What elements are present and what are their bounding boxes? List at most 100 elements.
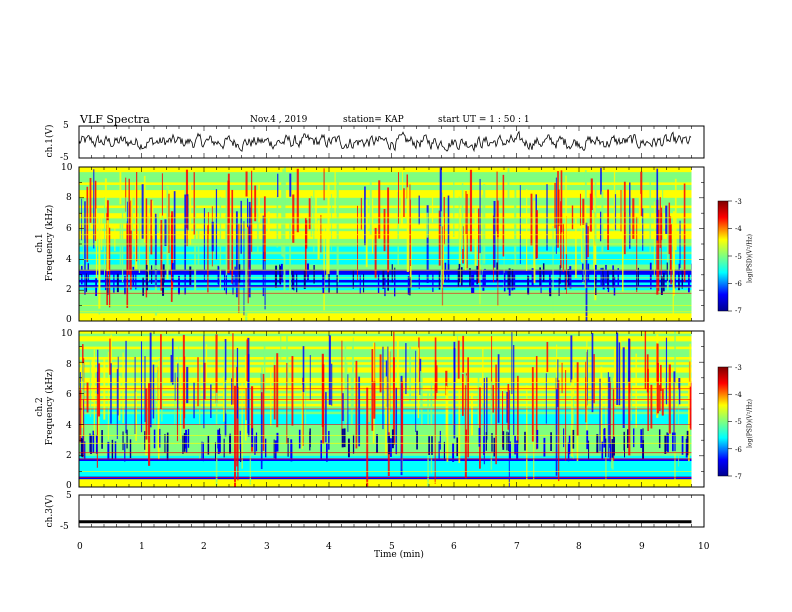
cb1-tick-m4: -4 xyxy=(735,225,742,233)
spec2-streak xyxy=(427,391,429,487)
spec1-streak xyxy=(94,180,97,242)
spec1-lf-streak xyxy=(391,264,393,283)
spec2-streak xyxy=(458,388,461,463)
spec2-lf-streak xyxy=(129,439,132,459)
spec1-band xyxy=(79,295,692,299)
spec2-streak xyxy=(517,375,519,445)
spec1-streak xyxy=(582,227,584,284)
spec2-streak xyxy=(465,375,467,430)
spec1-streak xyxy=(246,198,249,228)
xtick-4: 4 xyxy=(326,542,332,552)
spec2-streak xyxy=(177,363,179,410)
spec1-streak xyxy=(656,168,659,241)
spec1-lf-streak xyxy=(548,273,551,292)
spec1-streak xyxy=(672,211,675,296)
spec2-lf-streak xyxy=(681,436,684,455)
colorbar-ch2 xyxy=(717,366,732,477)
cb2-tick-m5: -5 xyxy=(735,418,742,426)
spec1-band xyxy=(79,310,692,314)
spec2-lf-streak xyxy=(122,431,124,451)
spec1-streak xyxy=(114,225,116,252)
spec1-streak xyxy=(164,219,167,247)
spec1-streak xyxy=(554,182,556,229)
spec1-lf-streak xyxy=(296,273,298,293)
spec2-streak xyxy=(331,363,333,406)
spec1-streak xyxy=(566,216,567,294)
spec1-streak xyxy=(465,191,467,235)
spec1-streak xyxy=(126,223,129,308)
spec2-streak xyxy=(154,388,156,439)
spec1-streak xyxy=(507,168,510,202)
ch3-waveform-ylabel: ch.3(V) xyxy=(45,494,55,528)
cb1-gradient xyxy=(717,200,729,312)
spec1-streak xyxy=(167,193,170,253)
spec2-streak xyxy=(586,338,588,433)
spec1-streak xyxy=(145,198,148,298)
spec2-band xyxy=(79,372,692,376)
spec1-band xyxy=(79,303,692,307)
cb1-tick-m7: -7 xyxy=(735,307,742,315)
spec2-streak xyxy=(457,340,460,379)
spec2-lf-streak xyxy=(627,429,629,448)
spec1-lf-streak xyxy=(116,273,119,293)
spec2-band xyxy=(79,455,692,459)
spec2-lf-streak xyxy=(640,429,643,448)
spec2-streak xyxy=(513,345,515,436)
spec1-streak xyxy=(628,215,630,242)
spec2-streak xyxy=(97,349,99,395)
spec2-streak xyxy=(482,347,484,404)
spec1-band xyxy=(79,190,692,194)
spec2-streak xyxy=(492,384,494,413)
date-label: Nov.4 , 2019 xyxy=(250,115,308,125)
spec1-streak xyxy=(334,168,336,214)
spec1-streak xyxy=(315,196,317,235)
spec1-band xyxy=(79,197,692,201)
spec2-lf-streak xyxy=(352,434,355,454)
spec2-streak xyxy=(462,335,465,373)
spec2-lf-streak xyxy=(586,430,589,450)
start-time-label: start UT = 1 : 50 : 1 xyxy=(438,115,530,125)
spec2-streak xyxy=(91,357,94,403)
spec2-streak xyxy=(611,381,614,470)
spec2-streak xyxy=(346,362,348,423)
spec1-streak xyxy=(575,218,577,278)
spec1-lf-streak xyxy=(387,272,389,291)
xtick-0: 0 xyxy=(77,542,83,552)
spec1-streak xyxy=(258,183,260,223)
spec1-streak xyxy=(296,168,299,233)
spec1-lf-streak xyxy=(234,266,236,286)
spec2-lf-streak xyxy=(390,438,392,457)
spec1-lf-streak xyxy=(531,268,534,287)
spec1-streak xyxy=(371,198,374,254)
spec1-streak xyxy=(101,215,103,251)
spec2-streak xyxy=(385,376,387,455)
spec1-lf-streak xyxy=(559,265,561,284)
spec2-streak xyxy=(415,350,417,432)
spec1-streak xyxy=(281,175,283,256)
spec1-streak xyxy=(166,187,169,275)
spec2-streak xyxy=(140,341,143,433)
spec1-lf-streak xyxy=(472,274,475,293)
spec1-streak xyxy=(497,200,499,238)
spec1-streak xyxy=(93,169,95,249)
spec1-streak xyxy=(108,227,111,308)
ch1-spectrogram-panel xyxy=(78,166,705,322)
spec1-streak xyxy=(150,199,153,255)
spec2-streak xyxy=(157,361,160,460)
spec1-streak xyxy=(305,220,308,249)
spec2-lf-streak xyxy=(298,429,301,449)
spec2-streak xyxy=(556,344,558,390)
spec1-streak xyxy=(171,211,174,289)
spec1-streak xyxy=(672,225,674,318)
spec2-streak xyxy=(82,344,84,382)
spec2-lf-streak xyxy=(642,440,645,459)
spec2-streak xyxy=(352,337,354,372)
spec1-lf-streak xyxy=(280,263,283,283)
spec2-streak xyxy=(445,370,448,396)
spec1-lf-streak xyxy=(307,263,309,282)
spec1-band xyxy=(79,192,692,196)
spec2-streak xyxy=(110,334,112,362)
spec2-lf-streak xyxy=(290,439,293,459)
spec1-lf-streak xyxy=(458,263,461,283)
